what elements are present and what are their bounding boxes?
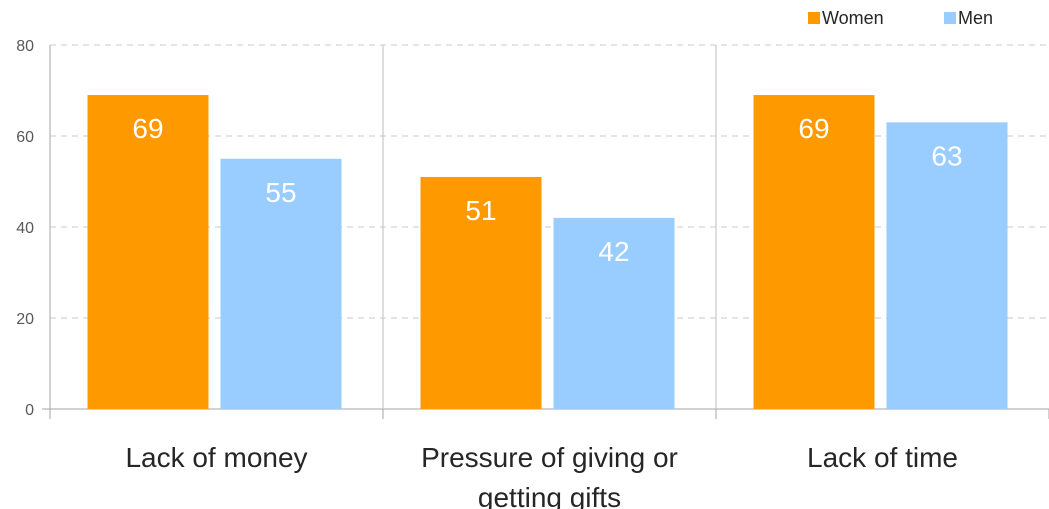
legend-swatch-women: [808, 12, 820, 24]
bar-women: [420, 176, 542, 409]
y-tick-label: 40: [16, 220, 34, 237]
data-label: 42: [598, 236, 629, 267]
bar-men: [553, 217, 675, 409]
gridlines: [50, 44, 1049, 319]
bar-women: [87, 95, 209, 410]
x-tick-label: Pressure of giving or: [421, 442, 678, 473]
y-tick-label: 60: [16, 129, 34, 146]
x-tick-label: getting gifts: [478, 482, 621, 509]
y-tick-label: 20: [16, 311, 34, 328]
bar-men: [886, 122, 1008, 409]
legend-swatch-men: [944, 12, 956, 24]
axes: 0 20 40 60 80: [16, 38, 1049, 419]
bar-women: [753, 95, 875, 410]
data-label: 69: [132, 113, 163, 144]
x-tick-label: Lack of time: [807, 442, 958, 473]
data-labels: 69 55 51 42 69 63: [132, 113, 962, 267]
data-label: 69: [798, 113, 829, 144]
data-label: 63: [931, 140, 962, 171]
data-label: 51: [465, 195, 496, 226]
legend: Women Men: [808, 8, 993, 28]
y-tick-label: 0: [25, 402, 34, 419]
bars: [87, 95, 1008, 410]
y-tick-label: 80: [16, 38, 34, 55]
x-tick-label: Lack of money: [125, 442, 307, 473]
legend-label-men: Men: [958, 8, 993, 28]
category-labels: Lack of money Pressure of giving or gettin…: [125, 442, 958, 509]
legend-label-women: Women: [822, 8, 884, 28]
data-label: 55: [265, 177, 296, 208]
bar-men: [220, 158, 342, 409]
